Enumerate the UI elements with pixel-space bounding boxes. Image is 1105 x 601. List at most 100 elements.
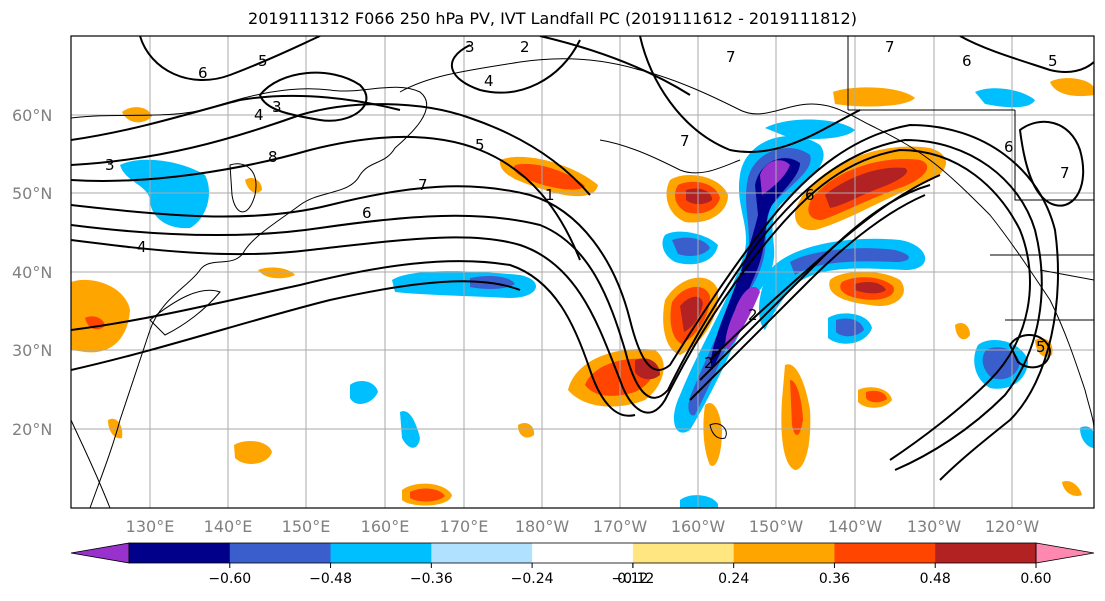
colorbar-segment — [129, 543, 231, 563]
colorbar-segment — [733, 543, 835, 563]
pv-positive-region — [71, 279, 130, 353]
pv-positive-region — [855, 282, 886, 294]
lat-label-20n: 20°N — [12, 420, 52, 439]
colorbar: −0.60 −0.48 −0.36 −0.24 −0.12 0.12 0.24 … — [70, 542, 1095, 587]
contour-label: 6 — [962, 52, 972, 70]
contour-label: 7 — [1060, 164, 1070, 182]
pv-contours — [71, 36, 1094, 481]
pv-positive-region — [790, 380, 803, 436]
colorbar-segment — [632, 543, 735, 563]
colorbar-extend-low — [70, 542, 130, 564]
contour-label: 7 — [885, 38, 895, 56]
pv-positive-region — [833, 87, 915, 107]
contour-label: 5 — [1036, 338, 1046, 356]
map-content: 6 5 3 2 7 6 5 4 3 4 8 5 7 6 3 4 7 6 2 5 … — [71, 36, 1094, 508]
pv-positive-region — [1062, 480, 1082, 496]
contour-label: 6 — [198, 64, 208, 82]
pv-positive-region — [234, 440, 272, 464]
pv-negative-region — [790, 248, 909, 275]
colorbar-label: 0.60 — [1020, 571, 1051, 587]
coastlines — [71, 36, 1094, 508]
pv-shading — [71, 78, 1094, 508]
pv-positive-region — [1050, 78, 1094, 97]
pv-positive-region — [513, 163, 585, 190]
pv-positive-region — [635, 358, 660, 380]
pv-positive-region — [258, 267, 295, 279]
colorbar-segment — [935, 543, 1037, 563]
lon-label: 150°E — [282, 517, 331, 536]
contour-label: 8 — [268, 148, 278, 166]
colorbar-label: −0.48 — [309, 571, 352, 587]
contour-label: 7 — [726, 48, 736, 66]
pv-positive-region — [245, 178, 262, 193]
colorbar-segment — [532, 543, 634, 563]
gridlines — [71, 36, 1094, 508]
pv-positive-region — [410, 488, 445, 502]
pv-negative-region — [975, 88, 1035, 108]
lon-label: 150°W — [749, 517, 804, 536]
map-title: 2019111312 F066 250 hPa PV, IVT Landfall… — [248, 9, 857, 28]
contour-label: 3 — [105, 156, 115, 174]
pv-negative-region — [680, 495, 718, 508]
pv-negative-region — [120, 159, 210, 229]
colorbar-segment — [330, 543, 432, 563]
contour-label: 7 — [418, 176, 428, 194]
lat-label-40n: 40°N — [12, 263, 52, 282]
lon-label: 140°W — [828, 517, 883, 536]
contour-label: 3 — [272, 98, 282, 116]
pv-positive-region — [680, 296, 703, 332]
contour-label: 2 — [748, 306, 758, 324]
colorbar-label: 0.48 — [920, 571, 951, 587]
contour-label: 2 — [520, 38, 530, 56]
contour-label: 5 — [1048, 52, 1058, 70]
lat-label-60n: 60°N — [12, 106, 52, 125]
lon-label: 170°W — [593, 517, 648, 536]
colorbar-label: −0.60 — [208, 571, 251, 587]
colorbar-ticks — [229, 563, 1037, 568]
contour-label: 6 — [362, 204, 372, 222]
colorbar-label: −0.12 — [611, 571, 654, 587]
pv-positive-region — [825, 167, 908, 208]
lon-label: 180°W — [515, 517, 570, 536]
colorbar-labels: −0.60 −0.48 −0.36 −0.24 −0.12 0.12 0.24 … — [208, 571, 1051, 587]
contour-label: 6 — [1004, 138, 1014, 156]
pv-negative-region — [1080, 426, 1094, 448]
colorbar-outline — [128, 542, 1037, 564]
lon-label: 120°W — [985, 517, 1040, 536]
lon-label: 160°E — [361, 517, 410, 536]
lon-labels: 130°E 140°E 150°E 160°E 170°E 180°W 170°… — [126, 517, 1040, 536]
contour-label: 4 — [484, 72, 494, 90]
colorbar-segments — [70, 542, 1095, 564]
colorbar-label: 0.12 — [617, 571, 648, 587]
lat-label-30n: 30°N — [12, 341, 52, 360]
colorbar-segment — [834, 543, 936, 563]
contour-label: 1 — [545, 186, 555, 204]
colorbar-segment — [229, 543, 332, 563]
pv-positive-region — [686, 188, 712, 205]
lat-label-50n: 50°N — [12, 184, 52, 203]
contour-label: 6 — [805, 186, 815, 204]
pv-positive-region — [866, 390, 887, 403]
pv-positive-region — [703, 402, 722, 466]
lon-label: 170°E — [440, 517, 489, 536]
colorbar-segment — [431, 543, 533, 563]
contour-label: 4 — [254, 106, 264, 124]
contour-label: 2 — [704, 354, 714, 372]
lon-label: 140°E — [204, 517, 253, 536]
contour-label: 3 — [465, 38, 475, 56]
lon-label: 130°W — [907, 517, 962, 536]
contour-label: 4 — [137, 238, 147, 256]
lat-labels: 60°N 50°N 40°N 30°N 20°N — [12, 106, 52, 439]
pv-positive-region — [518, 423, 535, 438]
colorbar-label: 0.24 — [718, 571, 749, 587]
pv-negative-region — [350, 380, 378, 404]
lon-label: 160°W — [671, 517, 726, 536]
colorbar-label: 0.36 — [819, 571, 850, 587]
contour-labels: 6 5 3 2 7 6 5 4 3 4 8 5 7 6 3 4 7 6 2 5 … — [105, 38, 1070, 372]
colorbar-label: −0.24 — [511, 571, 554, 587]
lon-label: 130°E — [126, 517, 175, 536]
pv-negative-region — [725, 160, 790, 350]
pv-negative-region — [672, 237, 710, 256]
map-frame — [70, 35, 1095, 509]
